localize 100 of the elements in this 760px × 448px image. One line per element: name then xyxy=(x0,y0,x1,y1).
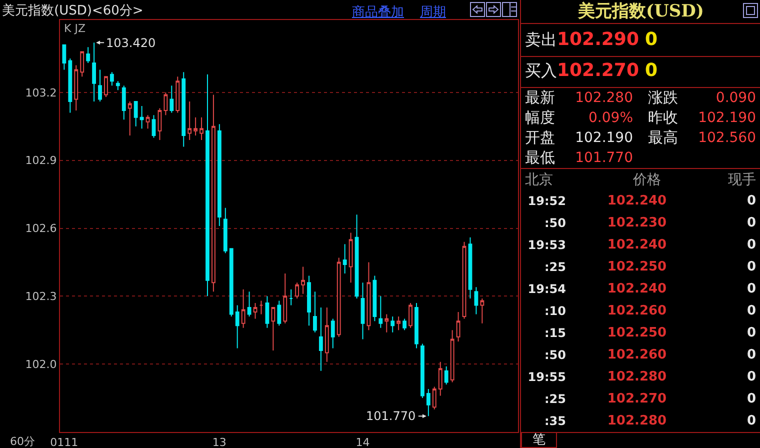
candlestick xyxy=(342,244,347,274)
candlestick xyxy=(116,80,120,91)
candlestick xyxy=(462,241,466,320)
candlestick xyxy=(444,366,448,385)
candlestick xyxy=(128,100,132,136)
candlestick xyxy=(122,85,126,120)
candlestick xyxy=(110,72,114,86)
candlestick xyxy=(212,94,216,292)
candlestick xyxy=(229,248,234,318)
text: 北京 xyxy=(525,172,553,188)
text: 0 xyxy=(746,216,756,230)
chart-title: 美元指数(USD)<60分> xyxy=(2,2,144,18)
text: 昨收 xyxy=(648,108,678,126)
text: 0 xyxy=(746,414,756,428)
candlestick xyxy=(164,92,168,116)
text: 102.270 xyxy=(557,60,639,81)
candlestick xyxy=(68,58,72,114)
y-tick-label: 102.6 xyxy=(25,222,57,236)
text: 102.250 xyxy=(607,260,667,274)
candlestick xyxy=(158,108,162,140)
x-tick-label: 14 xyxy=(356,436,370,448)
text: 价格 xyxy=(633,172,661,188)
text: :35 xyxy=(544,414,566,428)
text: 102.190 xyxy=(575,130,633,146)
text: 19:54 xyxy=(528,282,566,296)
x-axis-title: 60分 xyxy=(10,435,35,448)
annotation: 103.420 xyxy=(106,36,156,50)
y-tick-label: 102.0 xyxy=(25,358,57,371)
text: 0 xyxy=(746,260,756,274)
text: 0 xyxy=(746,194,756,208)
candlestick xyxy=(176,76,180,114)
candlestick xyxy=(170,85,174,114)
candlestick xyxy=(318,306,323,372)
text: 0.09% xyxy=(588,110,633,126)
candlestick xyxy=(480,298,484,324)
candlestick xyxy=(223,207,228,254)
text: 开盘 xyxy=(525,128,555,146)
candlestick xyxy=(104,76,108,98)
candlestick xyxy=(336,257,341,338)
text: 102.260 xyxy=(607,348,667,362)
candlestick xyxy=(217,124,222,226)
text: 0.090 xyxy=(716,90,756,106)
candlestick xyxy=(289,288,294,306)
candlestick xyxy=(259,300,264,315)
candlestick xyxy=(432,386,436,410)
text: 0 xyxy=(645,29,658,50)
x-tick-label: 13 xyxy=(212,436,226,448)
text: :50 xyxy=(544,216,566,230)
y-tick-label: 102.3 xyxy=(25,290,57,304)
candlestick xyxy=(402,318,407,331)
candlestick xyxy=(62,44,66,70)
text: 0 xyxy=(746,238,756,252)
text: 102.190 xyxy=(698,110,756,126)
text: 101.770 xyxy=(575,150,633,166)
y-tick-label: 103.2 xyxy=(25,86,57,100)
text: 最新 xyxy=(525,88,555,106)
text: 0 xyxy=(746,348,756,362)
text: 最高 xyxy=(648,128,678,146)
text: 幅度 xyxy=(525,108,555,126)
candlestick xyxy=(283,273,288,324)
candlestick xyxy=(348,232,353,284)
text: 0 xyxy=(746,326,756,340)
candlestick xyxy=(456,312,460,342)
candlestick xyxy=(206,74,210,297)
text: 102.230 xyxy=(607,216,667,230)
annotation: K JZ xyxy=(64,22,86,35)
candlestick xyxy=(474,286,478,315)
text: 102.240 xyxy=(607,194,667,208)
text: :25 xyxy=(544,260,566,274)
candlestick xyxy=(396,316,401,331)
candlestick xyxy=(194,116,198,136)
text: 19:53 xyxy=(528,238,566,252)
candlestick xyxy=(295,282,300,299)
candlestick xyxy=(98,69,102,102)
text: 0 xyxy=(746,304,756,318)
candlestick xyxy=(426,388,430,417)
annotation: 商品叠加 xyxy=(352,4,404,21)
text: :50 xyxy=(544,348,566,362)
text: 买入 xyxy=(525,61,557,80)
candlestick xyxy=(188,100,192,140)
text: :25 xyxy=(544,392,566,406)
candlestick xyxy=(146,114,150,130)
candlestick xyxy=(384,314,389,333)
text: 102.280 xyxy=(607,370,667,384)
candlestick xyxy=(420,343,424,399)
candlestick xyxy=(378,296,383,328)
annotation: 周期 xyxy=(420,4,446,21)
text: 美元指数(USD) xyxy=(578,2,704,22)
candlestick xyxy=(265,296,270,328)
text: 102.290 xyxy=(557,29,639,50)
candlestick xyxy=(74,64,78,112)
candlestick xyxy=(324,306,329,362)
text: 19:55 xyxy=(528,370,566,384)
candlestick xyxy=(366,262,371,331)
candlestick xyxy=(390,316,395,333)
candlestick xyxy=(277,300,282,326)
text: :10 xyxy=(544,304,566,318)
candlestick xyxy=(86,46,90,64)
text: 102.240 xyxy=(607,282,667,296)
text: 0 xyxy=(746,282,756,296)
